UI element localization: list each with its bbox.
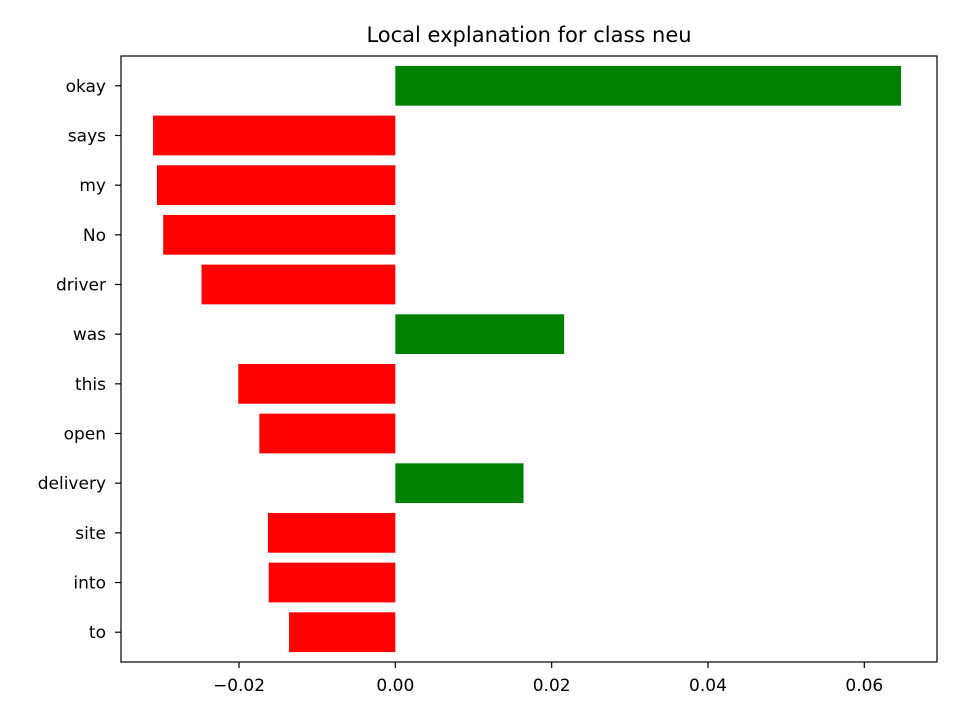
y-tick-label: delivery	[38, 474, 106, 494]
bar-open	[259, 413, 396, 454]
y-axis-ticks: okay says my No driver was this open delivery sit…	[38, 77, 121, 643]
x-tick-label: 0.00	[376, 676, 414, 696]
x-tick-label: 0.04	[689, 676, 727, 696]
y-tick-label: site	[75, 524, 106, 544]
x-axis-ticks: −0.02 0.00 0.02 0.04 0.06	[213, 662, 883, 696]
bar-this	[238, 363, 396, 404]
y-tick-label: into	[73, 574, 106, 594]
chart-title: Local explanation for class neu	[366, 23, 691, 47]
y-tick-label: this	[75, 375, 106, 395]
bar-no	[163, 214, 396, 255]
plot-area-frame	[120, 55, 938, 663]
bar-okay	[395, 65, 902, 106]
x-tick-label: 0.06	[845, 676, 883, 696]
bar-my	[156, 165, 396, 206]
y-tick-label: my	[79, 176, 106, 196]
y-tick-label: open	[64, 425, 106, 445]
bars-group	[153, 65, 902, 653]
bar-site	[267, 512, 396, 553]
y-tick-label: to	[89, 623, 106, 643]
y-tick-label: was	[73, 325, 106, 345]
bar-driver	[201, 264, 396, 305]
bar-says	[153, 115, 396, 156]
x-tick-label: −0.02	[213, 676, 265, 696]
y-tick-label: okay	[66, 77, 106, 97]
y-tick-label: says	[68, 126, 106, 146]
y-tick-label: No	[83, 226, 106, 246]
y-tick-label: driver	[56, 275, 106, 295]
bar-to	[289, 612, 396, 653]
x-tick-label: 0.02	[533, 676, 571, 696]
bar-was	[395, 314, 565, 355]
bar-into	[268, 562, 396, 603]
bar-delivery	[395, 463, 524, 504]
